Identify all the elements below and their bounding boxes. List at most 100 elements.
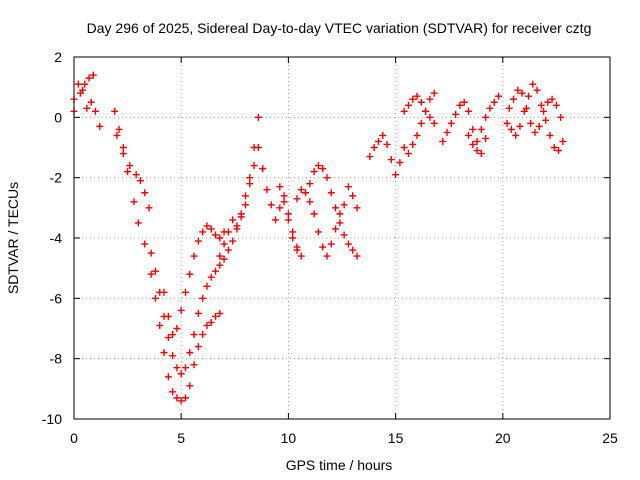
data-point bbox=[134, 219, 142, 227]
data-point bbox=[280, 192, 288, 200]
data-point bbox=[464, 131, 472, 139]
data-point bbox=[344, 240, 352, 248]
data-point bbox=[130, 198, 138, 206]
data-point bbox=[207, 318, 215, 326]
y-tick-label: -10 bbox=[42, 411, 62, 427]
data-point bbox=[132, 171, 140, 179]
data-point bbox=[302, 189, 310, 197]
data-point bbox=[379, 131, 387, 139]
data-point bbox=[482, 113, 490, 121]
series-arc12 bbox=[344, 183, 361, 212]
data-point bbox=[505, 104, 513, 112]
data-point bbox=[314, 162, 322, 170]
data-point bbox=[83, 104, 91, 112]
data-point bbox=[119, 144, 127, 151]
series-arc9 bbox=[276, 183, 301, 254]
data-point bbox=[319, 243, 327, 251]
data-point bbox=[212, 312, 220, 320]
series-arc8 bbox=[259, 165, 305, 260]
data-point bbox=[344, 183, 352, 191]
data-point bbox=[525, 92, 533, 100]
data-point bbox=[456, 101, 464, 109]
data-point bbox=[306, 180, 314, 188]
data-point bbox=[276, 183, 284, 191]
data-point bbox=[552, 101, 560, 109]
data-point bbox=[254, 113, 262, 121]
series-arc15 bbox=[400, 92, 438, 127]
data-point bbox=[242, 201, 250, 209]
data-point bbox=[81, 80, 89, 88]
data-point bbox=[164, 312, 172, 320]
data-point bbox=[477, 125, 485, 133]
data-point bbox=[469, 140, 477, 148]
data-point bbox=[464, 107, 472, 115]
data-point bbox=[229, 216, 237, 224]
data-point bbox=[124, 168, 132, 176]
data-point bbox=[169, 331, 177, 339]
data-point bbox=[190, 331, 198, 339]
data-point bbox=[136, 177, 144, 185]
data-point bbox=[413, 131, 421, 139]
data-point bbox=[516, 122, 524, 130]
data-point bbox=[177, 397, 185, 405]
data-point bbox=[473, 137, 481, 145]
data-point bbox=[460, 98, 468, 106]
y-tick-label: -2 bbox=[50, 170, 63, 186]
data-point bbox=[254, 144, 262, 151]
data-point bbox=[535, 122, 543, 130]
series-arc1 bbox=[70, 80, 104, 130]
data-point bbox=[199, 228, 207, 236]
data-point bbox=[482, 134, 490, 142]
data-point bbox=[404, 101, 412, 109]
data-points bbox=[70, 71, 567, 405]
series-arc7 bbox=[216, 144, 262, 260]
data-point bbox=[263, 186, 271, 194]
data-point bbox=[314, 228, 322, 236]
data-point bbox=[555, 147, 563, 155]
data-point bbox=[293, 195, 301, 203]
data-point bbox=[190, 361, 198, 369]
data-point bbox=[327, 240, 335, 248]
data-point bbox=[203, 282, 211, 290]
y-tick-label: -6 bbox=[50, 290, 63, 306]
data-point bbox=[387, 156, 395, 164]
data-point bbox=[224, 228, 232, 236]
data-point bbox=[495, 92, 503, 100]
data-point bbox=[169, 352, 177, 360]
data-point bbox=[181, 288, 189, 296]
series-arc10 bbox=[293, 186, 348, 260]
data-point bbox=[160, 349, 168, 357]
x-tick-labels: 0 5 10 15 20 25 bbox=[70, 430, 618, 446]
data-point bbox=[327, 189, 335, 197]
x-tick-label: 5 bbox=[177, 430, 185, 446]
data-point bbox=[340, 231, 348, 239]
data-point bbox=[514, 86, 522, 94]
x-tick-label: 25 bbox=[602, 430, 618, 446]
data-point bbox=[447, 119, 455, 127]
data-point bbox=[237, 210, 245, 218]
series-arc4 bbox=[113, 131, 153, 212]
data-point bbox=[340, 201, 348, 209]
data-point bbox=[89, 71, 97, 79]
data-point bbox=[267, 201, 275, 209]
data-point bbox=[443, 128, 451, 136]
data-point bbox=[194, 309, 202, 317]
data-point bbox=[349, 192, 357, 200]
data-point bbox=[203, 321, 211, 329]
data-point bbox=[332, 204, 340, 212]
data-point bbox=[512, 131, 520, 139]
data-point bbox=[332, 225, 340, 233]
data-point bbox=[542, 116, 550, 124]
data-point bbox=[147, 249, 155, 257]
chart-title: Day 296 of 2025, Sidereal Day-to-day VTE… bbox=[87, 20, 592, 36]
data-point bbox=[469, 125, 477, 133]
data-point bbox=[353, 252, 361, 260]
data-point bbox=[246, 180, 254, 188]
data-point bbox=[85, 74, 93, 82]
data-point bbox=[366, 153, 374, 161]
data-point bbox=[224, 246, 232, 254]
data-point bbox=[490, 98, 498, 106]
data-point bbox=[510, 95, 518, 103]
data-point bbox=[115, 125, 123, 133]
data-point bbox=[409, 95, 417, 103]
